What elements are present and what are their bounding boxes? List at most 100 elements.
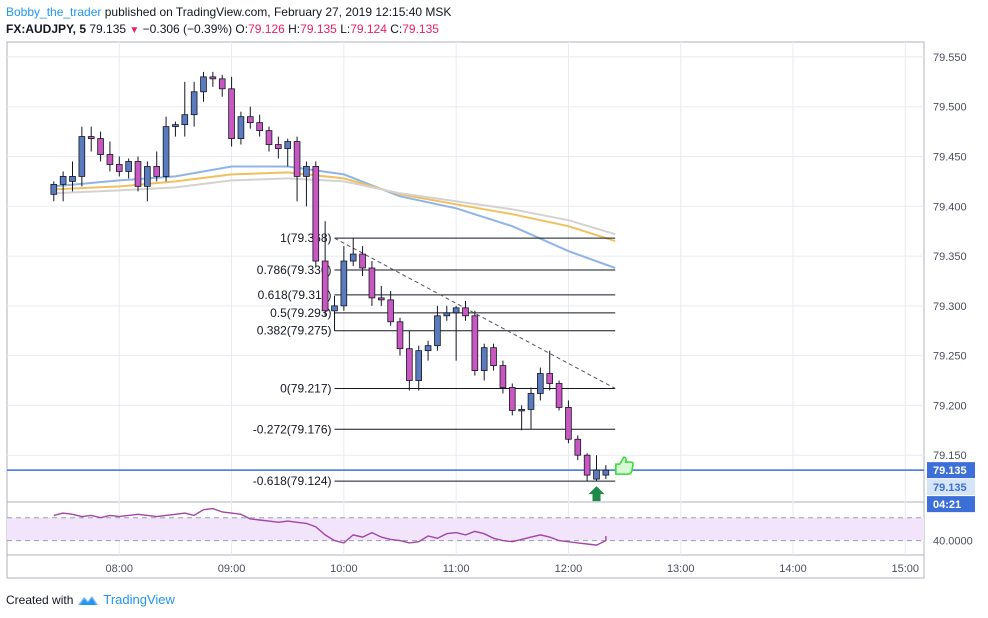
y-tick-label: 79.450 [933,152,967,164]
y-tick-label: 79.500 [933,102,967,114]
low-label: L: [340,22,351,36]
fib-level-label: 0.786(79.336) [257,263,332,277]
last-price: 79.135 [89,22,127,36]
candle-body [527,393,535,410]
countdown-label: 04:21 [933,499,961,511]
x-tick-label: 12:00 [555,563,583,575]
candle-body [209,76,217,80]
open-value: 79.126 [248,22,285,36]
footer: Created with TradingView [6,592,175,607]
candle-body [106,154,114,165]
y-tick-label: 79.250 [933,351,967,363]
candle-body [190,91,198,116]
moving-average-line [53,171,616,243]
y-tick-label: 79.550 [933,52,967,64]
candle-body [368,267,376,299]
countdown-label-bg [927,496,975,513]
candle-body [406,348,413,381]
x-tick-label: 10:00 [330,563,358,575]
candle-body [312,166,320,262]
candle-body [537,373,544,394]
fib-level-label: 0.5(79.293) [270,306,331,320]
rsi-level-label: 40.0000 [933,536,973,548]
candle-body [134,161,142,187]
candle-body [546,373,554,384]
candle-body [144,166,151,187]
price-chart[interactable]: 79.550 79.500 79.450 79.400 79.350 79.300 79.2… [0,0,988,590]
thumbs-up-icon [615,456,634,475]
candle-body [275,144,282,149]
moving-average-line [53,177,616,236]
candle-body [396,321,404,350]
candle-body [462,307,469,317]
candle-body [480,347,488,371]
close-value: 79.135 [402,22,439,36]
candle-body [555,383,563,408]
candle-body [237,116,245,139]
candle-body [69,176,76,182]
current-price-label: 79.135 [933,465,967,477]
candle-body [508,387,516,411]
rsi-band [7,517,924,541]
x-tick-label: 08:00 [106,563,134,575]
close-label: C: [390,22,403,36]
candle-body [256,122,263,132]
candle-body [415,350,423,381]
rsi-line [53,507,607,546]
y-tick-label: 79.300 [933,301,967,313]
candle-body [387,299,394,323]
high-label: H: [288,22,301,36]
candle-body [331,305,338,312]
candle-body [593,469,600,480]
current-price-label-bg [927,462,975,479]
published-text: published on TradingView.com, February 2… [104,5,452,19]
chart-header: Bobby_the_trader published on TradingVie… [6,4,906,39]
up-arrow-icon [588,486,605,502]
candle-body [284,141,292,149]
author-link[interactable]: Bobby_the_trader [6,5,102,19]
candle-body [499,365,507,388]
y-tick-label: 79.350 [933,251,967,263]
candle-body [377,297,385,301]
candle-body [574,438,582,456]
candle-body [340,260,348,307]
candle-body [228,88,235,139]
candle-body [602,469,610,476]
x-tick-label: 11:00 [443,563,470,575]
candle-body [293,141,301,177]
candle-body [265,130,273,145]
y-tick-label: 79.150 [933,450,967,462]
candle-body [59,176,67,185]
candle-body [78,136,86,177]
candle-body [434,315,441,347]
tradingview-brand[interactable]: TradingView [103,592,175,607]
fib-level-label: 0.382(79.275) [257,324,332,338]
candle-body [490,347,497,366]
ohlc-line: FX:AUDJPY, 5 79.135 ▼ −0.306 (−0.39%) O:… [6,21,906,39]
fib-level-label: -0.618(79.124) [253,474,332,488]
candle-body [303,166,310,177]
candle-body [424,345,432,352]
fib-level-label: 0(79.217) [280,381,331,395]
low-value: 79.124 [350,22,387,36]
candle-body [87,136,95,139]
candle-body [518,408,525,412]
candle-body [452,307,460,314]
candle-body [321,260,329,312]
candle-body [471,315,479,371]
created-with-text: Created with [6,592,74,607]
candle-body [50,183,58,195]
candle-body [172,124,179,128]
candle-body [443,312,451,317]
candle-body [565,407,572,440]
fib-level-label: -0.272(79.176) [253,422,332,436]
candle-body [97,138,104,155]
x-tick-label: 13:00 [667,563,695,575]
symbol-label[interactable]: FX:AUDJPY, 5 [6,22,87,36]
candle-body [583,454,591,476]
candle-body [359,253,366,269]
fib-level-label: 0.618(79.311) [258,288,332,302]
candle-body [115,164,123,172]
candle-body [218,78,226,90]
candle-body [162,126,170,177]
